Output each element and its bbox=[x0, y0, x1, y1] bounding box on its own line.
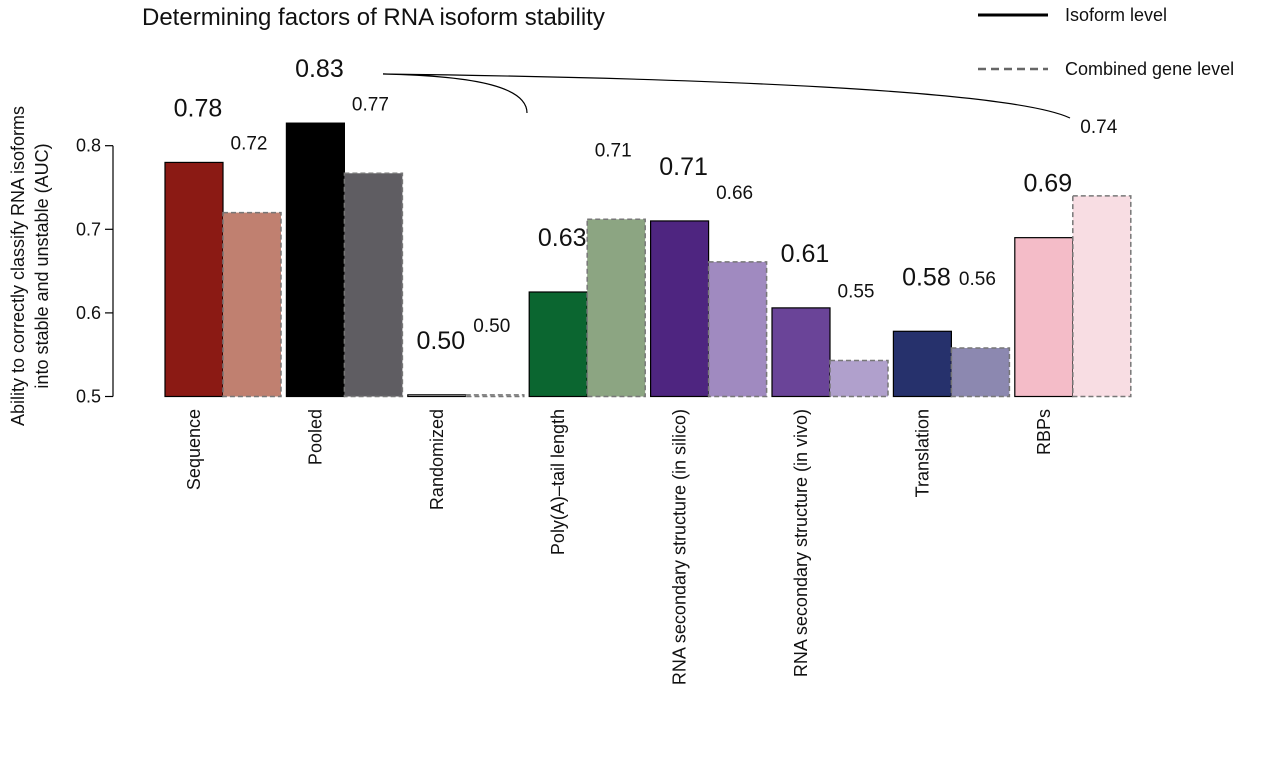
bars bbox=[164, 122, 1132, 398]
bar-isoform-poly-a-tail-length bbox=[528, 291, 588, 398]
y-tick-label: 0.7 bbox=[76, 219, 101, 239]
bar-isoform-rna-secondary-structure-in-silico bbox=[649, 220, 710, 398]
x-axis-labels: Sequence Pooled Randomized Poly(A)–tail len… bbox=[184, 409, 1054, 685]
label-gene-rna-secondary-structure-in-silico: 0.66 bbox=[716, 183, 753, 204]
legend-label-isoform: Isoform level bbox=[1065, 5, 1167, 25]
annotation-bracket bbox=[382, 73, 1071, 119]
label-gene-poly-a-tail-length: 0.71 bbox=[595, 140, 632, 161]
label-isoform-rbps: 0.69 bbox=[1023, 170, 1072, 198]
x-label-rna-secondary-structure-in-vivo: RNA secondary structure (in vivo) bbox=[791, 409, 811, 677]
bar-labels: 0.78 0.72 0.83 0.77 0.50 0.50 0.63 0.71 0.71 0.66… bbox=[174, 55, 1118, 355]
x-label-rna-secondary-structure-in-silico: RNA secondary structure (in silico) bbox=[670, 409, 690, 685]
x-label-rbps: RBPs bbox=[1034, 409, 1054, 455]
label-gene-translation: 0.56 bbox=[959, 269, 996, 290]
label-gene-sequence: 0.72 bbox=[231, 134, 268, 155]
label-gene-rbps: 0.74 bbox=[1080, 117, 1117, 138]
x-label-poly-a-tail-length: Poly(A)–tail length bbox=[548, 409, 568, 555]
chart-title: Determining factors of RNA isoform stabi… bbox=[142, 4, 605, 31]
label-isoform-rna-secondary-structure-in-silico: 0.71 bbox=[659, 153, 708, 181]
y-axis-label-line-2: into stable and unstable (AUC) bbox=[32, 143, 52, 388]
label-isoform-poly-a-tail-length: 0.63 bbox=[538, 224, 587, 252]
label-isoform-translation: 0.58 bbox=[902, 263, 951, 291]
y-axis: 0.5 0.6 0.7 0.8 bbox=[76, 136, 114, 407]
label-isoform-randomized: 0.50 bbox=[416, 327, 465, 355]
bar-gene-randomized bbox=[465, 394, 525, 398]
label-isoform-rna-secondary-structure-in-vivo: 0.61 bbox=[781, 240, 830, 268]
y-tick-label: 0.5 bbox=[76, 387, 101, 407]
bar-isoform-rna-secondary-structure-in-vivo bbox=[771, 307, 831, 398]
x-label-pooled: Pooled bbox=[305, 409, 325, 465]
x-label-sequence: Sequence bbox=[184, 409, 204, 490]
y-axis-label: Ability to correctly classify RNA isofor… bbox=[8, 106, 52, 426]
label-gene-pooled: 0.77 bbox=[352, 94, 389, 115]
bar-isoform-pooled bbox=[285, 122, 345, 398]
label-gene-rna-secondary-structure-in-vivo: 0.55 bbox=[838, 282, 875, 303]
label-gene-randomized: 0.50 bbox=[473, 316, 510, 337]
bar-gene-translation bbox=[950, 347, 1011, 398]
bar-gene-rna-secondary-structure-in-vivo bbox=[829, 359, 889, 398]
label-isoform-pooled: 0.83 bbox=[295, 55, 344, 83]
y-axis-label-line-1: Ability to correctly classify RNA isofor… bbox=[8, 106, 28, 426]
label-isoform-sequence: 0.78 bbox=[174, 94, 223, 122]
bar-gene-sequence bbox=[222, 211, 282, 398]
bar-isoform-translation bbox=[892, 330, 953, 398]
y-tick-label: 0.8 bbox=[76, 136, 101, 156]
y-tick-label: 0.6 bbox=[76, 303, 101, 323]
x-label-translation: Translation bbox=[912, 409, 932, 497]
bar-gene-rbps bbox=[1072, 195, 1132, 398]
bar-isoform-rbps bbox=[1014, 237, 1074, 398]
bar-gene-rna-secondary-structure-in-silico bbox=[707, 261, 768, 398]
bar-gene-pooled bbox=[343, 172, 404, 398]
legend: Isoform level Combined gene level bbox=[978, 5, 1234, 79]
bar-isoform-randomized bbox=[407, 394, 467, 398]
bar-gene-poly-a-tail-length bbox=[586, 218, 646, 398]
x-label-randomized: Randomized bbox=[427, 409, 447, 510]
bar-isoform-sequence bbox=[164, 161, 224, 398]
legend-label-gene: Combined gene level bbox=[1065, 59, 1234, 79]
